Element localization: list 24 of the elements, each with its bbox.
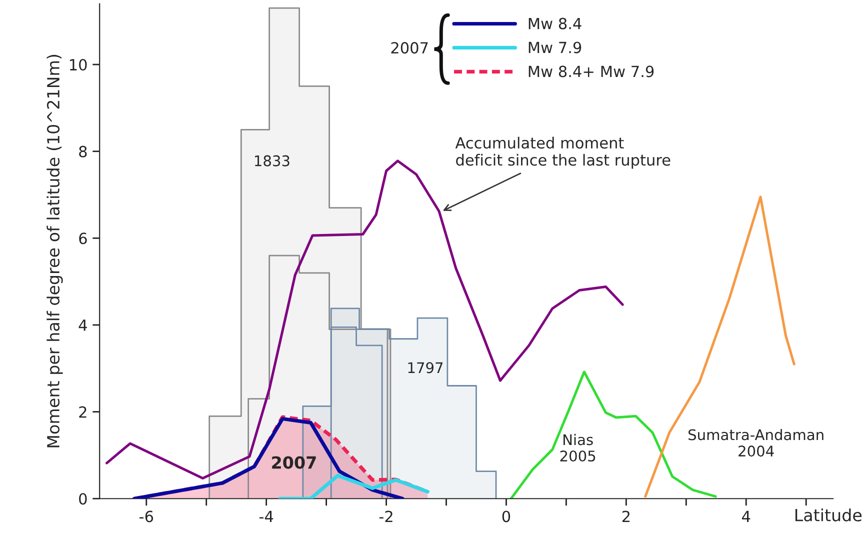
annotation: 2007 <box>391 42 428 54</box>
y-tick-label: 2 <box>79 406 86 418</box>
annotation: Nias 2005 <box>560 434 596 462</box>
y-tick-label: 0 <box>79 493 87 505</box>
annotation: Accumulated moment deficit since the last rupture <box>455 136 670 169</box>
x-axis-title: Latitude <box>795 508 862 522</box>
line-series <box>278 474 430 499</box>
x-tick-label: -6 <box>140 510 154 522</box>
legend-label: Mw 8.4 <box>528 18 582 30</box>
y-tick-label: 10 <box>70 58 87 71</box>
y-tick-label: 4 <box>78 320 87 331</box>
annotation: Sumatra-Andaman 2004 <box>688 428 824 457</box>
y-tick-label: 8 <box>79 146 87 158</box>
annotation: 1833 <box>255 155 290 166</box>
x-tick-label: 0 <box>502 510 510 522</box>
y-axis-title: Moment per half degree of latitude (10^21Nm) <box>46 54 63 448</box>
legend-label: Mw 7.9 <box>528 42 582 54</box>
x-tick-label: -2 <box>379 510 392 522</box>
x-tick-label: 2 <box>622 510 630 522</box>
x-tick-label: 4 <box>742 510 750 522</box>
legend-label: Mw 8.4+ Mw 7.9 <box>528 66 654 78</box>
y-tick-label: 6 <box>79 232 87 244</box>
x-tick-label: -4 <box>259 510 274 522</box>
annotation: 1797 <box>408 362 443 374</box>
